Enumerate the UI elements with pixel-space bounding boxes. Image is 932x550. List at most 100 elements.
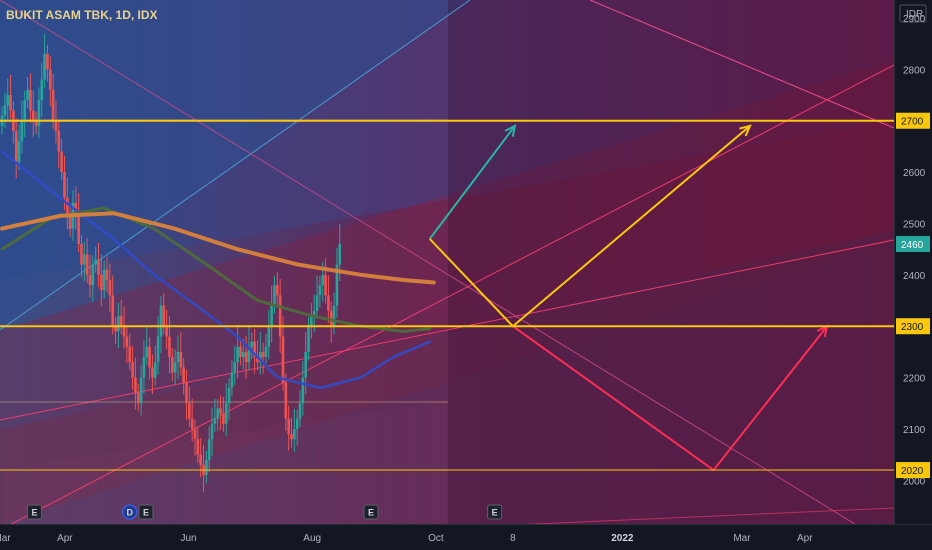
candle-body <box>23 100 27 121</box>
candle-body <box>179 351 183 368</box>
price-axis: IDR 2000 2100 2200 2300 2400 2500 2600 2700 2800 2… <box>894 0 932 550</box>
candle-body <box>182 367 185 383</box>
candle-body <box>165 326 168 337</box>
candle-body <box>156 336 160 363</box>
x-tick-label: 2022 <box>611 533 634 544</box>
price-axis-bg <box>894 0 932 550</box>
candle-body <box>185 382 188 404</box>
candle-body <box>46 53 49 70</box>
candle-body <box>54 120 58 131</box>
candle-body <box>74 202 78 214</box>
candle-body <box>261 351 265 358</box>
ma-fast-line <box>0 150 432 390</box>
projection-arrow-teal <box>428 125 516 240</box>
x-tick-label: 8 <box>510 533 516 544</box>
x-tick-label: Jun <box>180 533 196 544</box>
event-label: E <box>143 508 149 518</box>
channel-line-top <box>589 0 895 129</box>
candle-body <box>159 305 163 337</box>
dividend-event-icon[interactable] <box>121 504 138 520</box>
candle-body <box>34 120 38 126</box>
candle-body <box>91 264 95 286</box>
candle-body <box>213 418 217 424</box>
candle-body <box>20 120 24 142</box>
candle-body <box>153 362 157 378</box>
candle-body <box>60 151 63 173</box>
candle-body <box>51 89 55 121</box>
x-tick-label: Mar <box>733 533 751 544</box>
x-tick-label: Apr <box>57 533 73 544</box>
candle-body <box>151 367 154 378</box>
candle-body <box>117 315 120 332</box>
y-tick-label: 2200 <box>903 374 926 385</box>
candle-body <box>293 428 296 440</box>
candle-body <box>270 305 273 327</box>
candle-body <box>256 357 259 363</box>
candle-body <box>219 408 222 414</box>
candle-body <box>122 326 126 337</box>
x-tick-label: Apr <box>797 533 813 544</box>
candle-body <box>224 403 228 424</box>
candle-body <box>312 310 316 316</box>
event-label: D <box>126 508 133 518</box>
y-tick-label: 2100 <box>903 425 926 436</box>
candle-body <box>338 244 342 265</box>
candle-body <box>267 326 271 347</box>
fan-line-blue <box>0 0 471 331</box>
candle-body <box>40 79 44 101</box>
candle-body <box>100 274 103 291</box>
candle-body <box>111 295 115 327</box>
earnings-event-icon[interactable] <box>138 504 154 520</box>
level-tag-2300-bg <box>896 318 930 335</box>
arrow-head <box>739 124 752 137</box>
candle-body <box>281 336 285 383</box>
event-label: E <box>31 508 37 518</box>
y-tick-label: 2800 <box>903 65 926 76</box>
level-tag-2020-bg <box>896 462 930 479</box>
candle-body <box>97 259 100 275</box>
candle-body <box>227 387 231 404</box>
candle-body <box>77 213 80 245</box>
earnings-event-icon[interactable] <box>363 504 379 520</box>
candle-body <box>148 346 151 368</box>
candle-body <box>125 336 129 347</box>
time-axis: Mar Apr Jun Aug Oct 8 2022 Mar Apr <box>0 524 932 550</box>
candle-body <box>222 413 225 424</box>
currency-box <box>899 4 927 23</box>
currency-label: IDR <box>906 9 923 20</box>
candle-body <box>139 377 143 404</box>
candle-body <box>241 351 245 358</box>
earnings-event-icon[interactable] <box>487 504 503 520</box>
candle-body <box>105 269 109 280</box>
candle-body <box>80 244 83 265</box>
y-tick-label: 2600 <box>903 168 926 179</box>
candle-body <box>278 295 282 337</box>
candle-body <box>26 89 29 101</box>
earnings-event-icon[interactable] <box>26 504 42 520</box>
candle-body <box>210 423 214 440</box>
y-tick-label: 2500 <box>903 219 926 230</box>
candle-body <box>114 326 117 332</box>
candle-body <box>83 254 86 265</box>
candle-body <box>162 305 166 327</box>
level-tag-2700: 2700 <box>901 117 924 128</box>
candle-body <box>171 357 174 373</box>
candle-body <box>31 110 35 121</box>
candle-body <box>298 403 302 419</box>
candle-body <box>3 105 7 116</box>
lower-zone <box>0 230 894 524</box>
candle-body <box>273 285 276 306</box>
last-price-tag: 2460 <box>901 240 924 251</box>
x-tick-label: Mar <box>0 533 11 544</box>
candle-body <box>199 454 202 465</box>
candle-body <box>301 377 305 404</box>
candle-body <box>6 95 10 106</box>
moving-averages-layer <box>0 150 436 390</box>
candle-body <box>102 269 106 291</box>
candle-body <box>17 141 21 162</box>
candle-body <box>335 264 339 306</box>
x-tick-label: Oct <box>428 533 444 544</box>
